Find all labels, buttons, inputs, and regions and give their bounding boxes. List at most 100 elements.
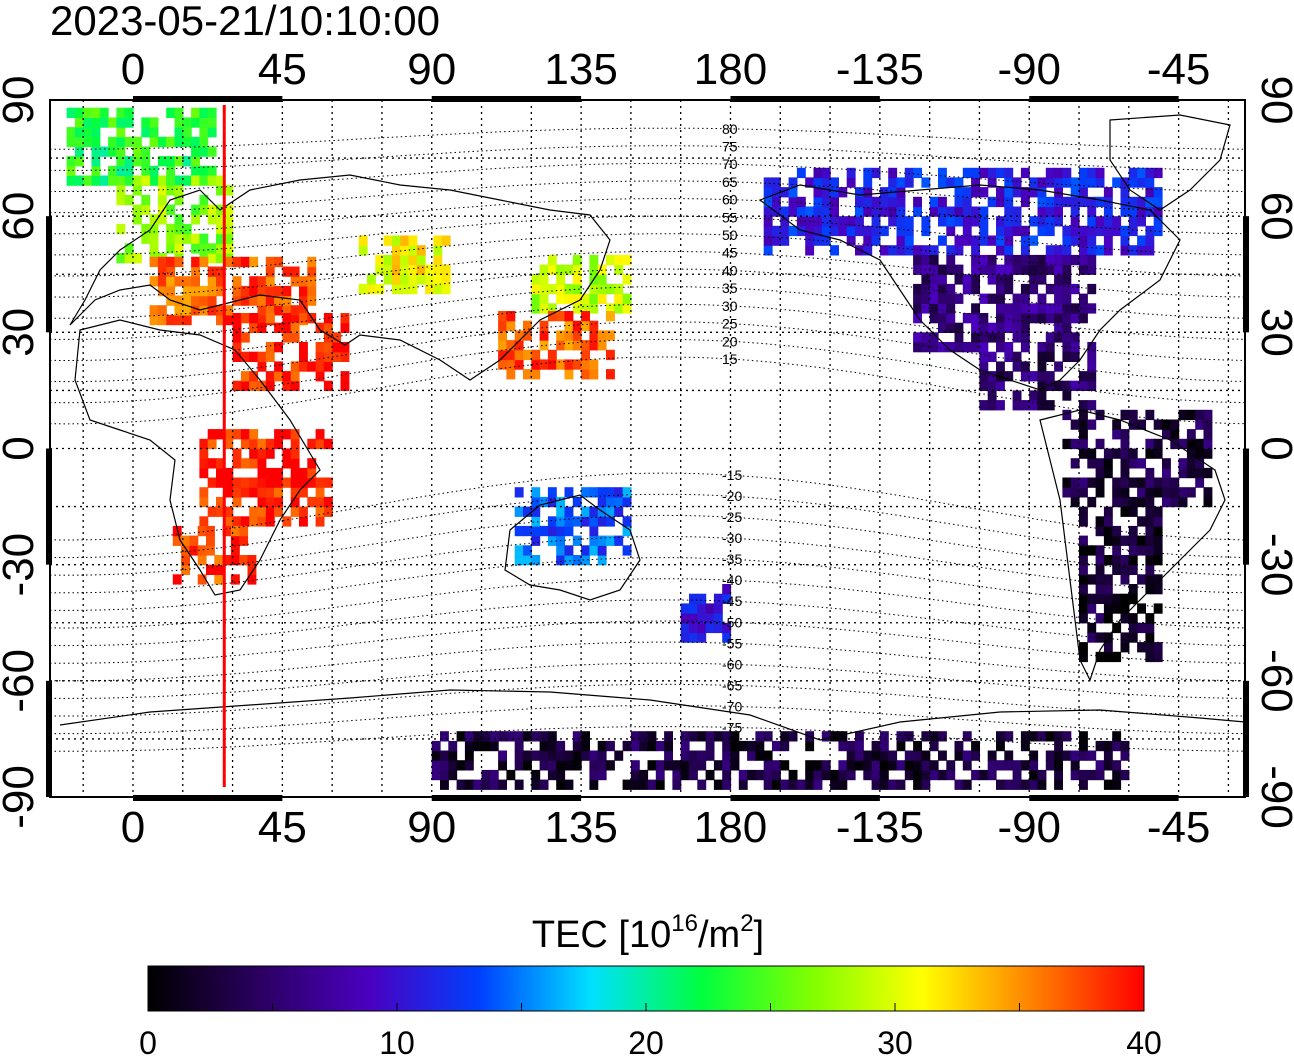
- tec-cell: [1079, 642, 1088, 653]
- tec-cell: [971, 167, 980, 179]
- colorbar-title-exponent-1: 16: [671, 910, 698, 937]
- tec-cell: [425, 264, 434, 275]
- tec-cell: [904, 245, 914, 256]
- contour-label: 70: [722, 156, 738, 172]
- tec-cell: [813, 177, 823, 188]
- tec-cell: [265, 448, 275, 459]
- tec-cell: [531, 525, 541, 537]
- tec-cell: [498, 330, 507, 341]
- tec-cell: [240, 285, 250, 297]
- tec-cell: [979, 216, 989, 227]
- tec-cell: [240, 516, 250, 527]
- tec-cell: [141, 175, 151, 186]
- tec-cell: [1178, 487, 1188, 498]
- tec-cell: [805, 779, 815, 790]
- tec-region-united-states: [913, 254, 1097, 353]
- tec-cell: [282, 285, 292, 297]
- tec-cell: [282, 295, 292, 306]
- tec-cell: [863, 225, 873, 237]
- tec-cell: [1012, 225, 1022, 237]
- tec-cell: [1062, 409, 1072, 421]
- tec-cell: [124, 136, 134, 148]
- tec-cell: [855, 196, 864, 208]
- tec-cell: [216, 223, 225, 235]
- tec-cell: [290, 448, 300, 459]
- tec-cell: [166, 107, 176, 118]
- tec-cell: [1170, 487, 1180, 498]
- colorbar-title-exponent-2: 2: [740, 910, 753, 937]
- tec-cell: [375, 264, 385, 275]
- tec-cell: [597, 496, 607, 508]
- tec-cell: [1079, 235, 1088, 246]
- tec-cell: [1037, 216, 1047, 227]
- frame-bar-right: [1243, 448, 1249, 565]
- tec-cell: [1045, 177, 1055, 188]
- tec-cell: [191, 266, 200, 277]
- tec-cell: [896, 225, 906, 237]
- tec-cell: [1020, 187, 1030, 198]
- contour-label: 55: [722, 209, 738, 225]
- tec-cell: [597, 769, 607, 781]
- tec-cell: [249, 295, 259, 306]
- tec-cell: [1087, 448, 1097, 459]
- tec-cell: [232, 276, 242, 287]
- tec-cell: [1170, 429, 1180, 440]
- tec-cell: [1079, 574, 1088, 585]
- tec-cell: [189, 535, 199, 546]
- tec-cell: [1120, 187, 1130, 198]
- magnetic-contour: [50, 233, 1245, 277]
- coastline-antarctica: [59, 689, 1245, 741]
- tec-cell: [996, 779, 1005, 790]
- tec-cell: [539, 274, 549, 285]
- tec-cell: [191, 285, 200, 297]
- tec-cell: [99, 175, 109, 186]
- tec-cell: [763, 760, 773, 771]
- tec-cell: [1070, 177, 1080, 188]
- tec-cell: [1062, 487, 1072, 498]
- tec-cell: [763, 225, 773, 237]
- tec-cell: [207, 243, 217, 254]
- top-longitude-ticks: 0 45 90 135 180 -135 -90 -45: [121, 45, 1211, 94]
- tec-cell: [274, 438, 283, 450]
- tec-cell: [1004, 225, 1014, 237]
- bottom-lon-tick-label: -90: [997, 803, 1061, 852]
- tec-cell: [996, 760, 1005, 771]
- tec-cell: [838, 760, 848, 771]
- tec-cell: [572, 320, 582, 331]
- tec-cell: [589, 369, 599, 380]
- tec-cell: [946, 177, 956, 188]
- tec-cell: [207, 127, 217, 138]
- left-lat-tick-label: 30: [0, 308, 43, 357]
- tec-cell: [207, 276, 217, 287]
- tec-cell: [1079, 584, 1088, 595]
- tec-cell: [433, 254, 443, 266]
- tec-cell: [358, 235, 368, 246]
- tec-cell: [929, 264, 939, 275]
- tec-cell: [299, 313, 308, 324]
- tec-cell: [813, 225, 823, 237]
- tec-cell: [523, 369, 532, 380]
- tec-cell: [1103, 651, 1113, 663]
- tec-cell: [539, 283, 549, 295]
- tec-cell: [1186, 409, 1196, 421]
- tec-cell: [1153, 535, 1163, 546]
- tec-cell: [705, 740, 715, 752]
- tec-cell: [597, 283, 607, 295]
- tec-cell: [1045, 283, 1055, 295]
- tec-cell: [216, 276, 225, 287]
- tec-cell: [1004, 206, 1014, 217]
- tec-cell: [531, 303, 541, 314]
- tec-cell: [929, 342, 939, 353]
- tec-cell: [174, 223, 184, 235]
- tec-cell: [489, 740, 499, 752]
- tec-cell: [282, 322, 292, 333]
- tec-cell: [1037, 400, 1047, 411]
- tec-cell: [606, 535, 615, 546]
- tec-cell: [672, 769, 682, 781]
- tec-cell: [855, 750, 864, 761]
- tec-cell: [1079, 429, 1088, 440]
- tec-cell: [1195, 458, 1205, 469]
- tec-cell: [1103, 603, 1113, 614]
- tec-cell: [564, 779, 574, 790]
- tec-cell: [1103, 235, 1113, 246]
